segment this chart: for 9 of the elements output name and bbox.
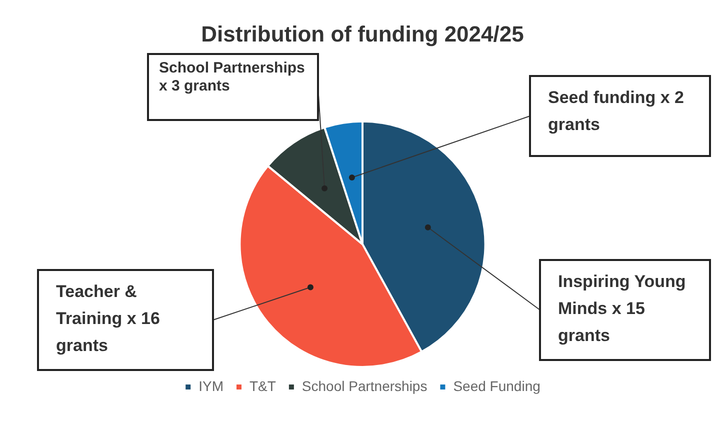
data-label: Seed funding x 2 grants: [548, 88, 684, 134]
legend-label: IYM: [198, 378, 224, 394]
legend-label: School Partnerships: [302, 378, 428, 394]
legend-label: T&T: [249, 378, 276, 394]
chart-title: Distribution of funding 2024/25: [201, 21, 524, 46]
legend-label: Seed Funding: [453, 378, 540, 394]
data-label: Inspiring Young Minds x 15 grants: [558, 272, 686, 346]
data-label: Teacher & Training x 16 grants: [56, 282, 160, 356]
data-label: School Partnerships x 3 grants: [159, 60, 305, 95]
